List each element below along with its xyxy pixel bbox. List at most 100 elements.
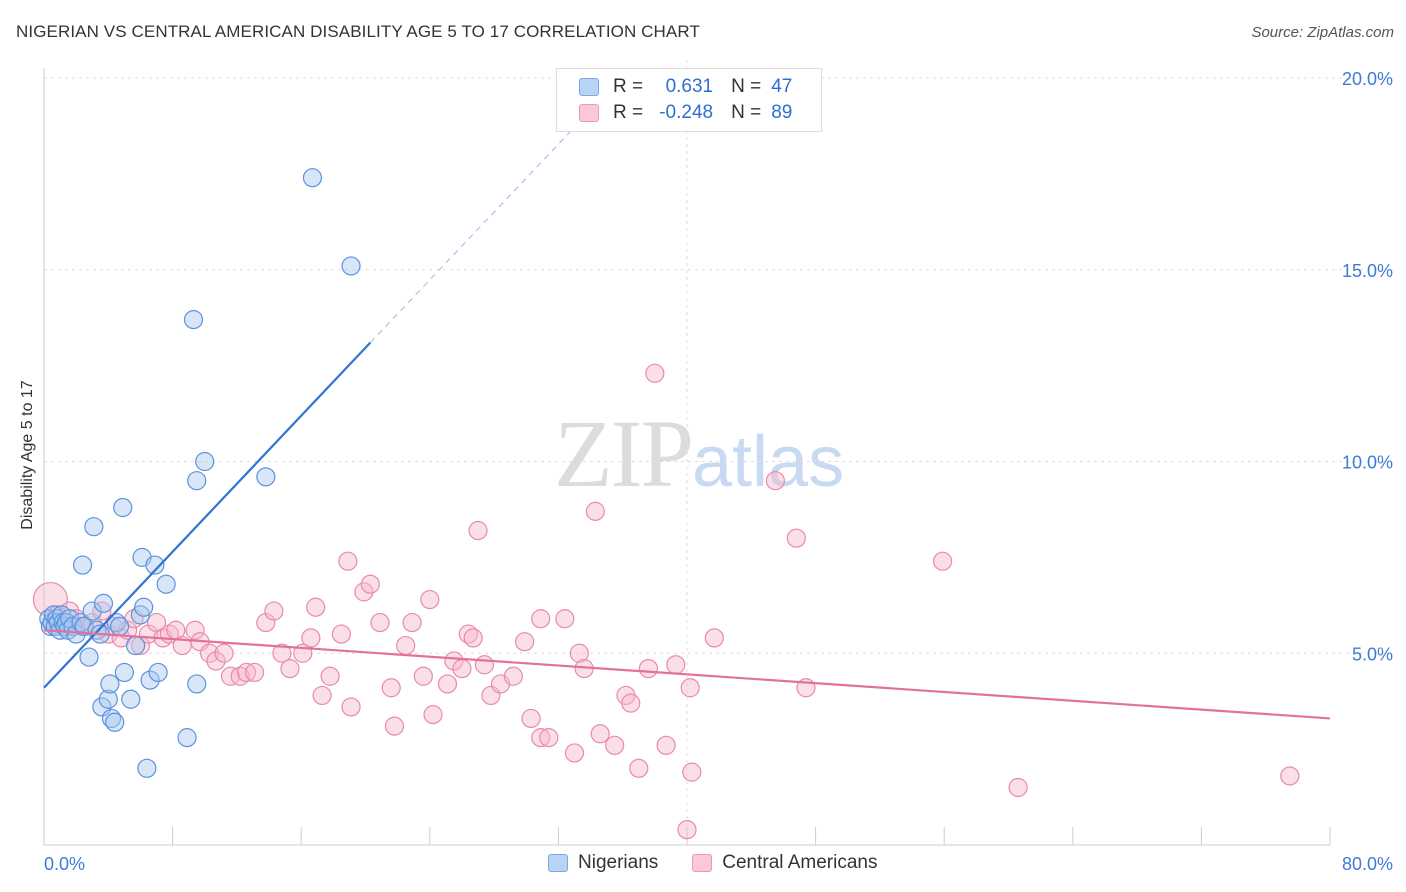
- central-americans-point: [244, 662, 265, 683]
- legend-label-nigerians: Nigerians: [578, 852, 659, 873]
- central-americans-point: [932, 551, 953, 571]
- nigerians-point: [93, 593, 114, 613]
- trend-lines: [43, 92, 1331, 720]
- central-americans-point: [206, 651, 226, 671]
- central-americans-point: [539, 728, 559, 748]
- chart-title: NIGERIAN VS CENTRAL AMERICAN DISABILITY …: [16, 22, 700, 41]
- central-americans-point: [220, 666, 241, 686]
- central-americans-point: [656, 735, 676, 755]
- central-americans-point: [396, 635, 416, 656]
- x-tick-label: 80.0%: [1342, 854, 1393, 874]
- central-americans-point: [92, 601, 112, 621]
- central-americans-swatch: [692, 854, 713, 872]
- legend-item-central-americans: Central Americans: [692, 852, 878, 874]
- axes: [43, 68, 1331, 846]
- r-label: R =: [613, 102, 644, 123]
- central-americans-trend-line: [43, 629, 1331, 720]
- nigerians-point: [148, 662, 168, 683]
- watermark-zip: ZIP: [554, 400, 694, 507]
- central-americans-point: [468, 520, 488, 541]
- central-americans-point: [515, 632, 535, 652]
- nigerians-point: [126, 635, 146, 656]
- r-value: 0.631: [665, 76, 714, 97]
- nigerians-point: [183, 310, 204, 330]
- central-americans-point: [185, 620, 205, 640]
- central-americans-point: [199, 643, 220, 663]
- central-americans-point: [437, 674, 458, 694]
- nigerians-point: [187, 674, 207, 694]
- nigerians-point: [109, 616, 130, 637]
- nigerians-point: [98, 689, 118, 709]
- central-americans-point: [704, 628, 724, 648]
- central-americans-point: [331, 624, 351, 644]
- nigerians-trend-line: [43, 341, 372, 689]
- correlation-legend: R = 0.631 N = 47 R = -0.248 N = 89: [556, 68, 822, 132]
- central-americans-point: [341, 697, 361, 717]
- n-value: 47: [771, 76, 793, 97]
- legend-label-central-americans: Central Americans: [722, 852, 878, 873]
- source-credit: Source: ZipAtlas.com: [1251, 24, 1394, 41]
- central-americans-points: [32, 363, 1300, 840]
- nigerians-point: [72, 555, 93, 575]
- nigerians-point: [105, 712, 125, 732]
- central-americans-point: [301, 628, 321, 648]
- central-americans-point: [423, 705, 443, 725]
- central-americans-point: [645, 363, 665, 383]
- central-americans-point: [677, 820, 697, 840]
- nigerians-point: [341, 256, 361, 276]
- central-americans-point: [272, 643, 292, 663]
- central-americans-point: [463, 628, 483, 648]
- nigerians-point: [187, 471, 207, 491]
- central-americans-point: [280, 658, 300, 679]
- tick-labels: 5.0% 10.0% 15.0% 20.0% 0.0% 80.0%: [44, 69, 1393, 874]
- nigerians-point: [100, 674, 120, 694]
- central-americans-point: [320, 666, 340, 686]
- central-americans-point: [306, 597, 326, 617]
- central-americans-point: [452, 658, 472, 679]
- central-americans-point: [629, 758, 649, 778]
- central-americans-point: [786, 528, 806, 548]
- nigerians-point: [121, 689, 141, 709]
- y-tick-label: 20.0%: [1342, 69, 1393, 89]
- central-americans-point: [214, 643, 234, 663]
- central-americans-point: [370, 612, 390, 633]
- nigerians-point: [84, 517, 104, 537]
- central-americans-point: [680, 678, 700, 698]
- central-americans-point: [420, 589, 440, 610]
- central-americans-point: [585, 501, 605, 521]
- central-americans-point: [312, 685, 332, 706]
- nigerians-swatch: [579, 78, 599, 96]
- nigerians-point: [195, 451, 215, 472]
- y-tick-label: 10.0%: [1342, 453, 1393, 473]
- y-tick-label: 15.0%: [1342, 261, 1393, 281]
- central-americans-point: [531, 728, 551, 748]
- central-americans-point: [621, 693, 641, 713]
- nigerians-point: [134, 597, 154, 617]
- central-americans-point: [474, 655, 495, 675]
- central-americans-point: [531, 609, 551, 629]
- central-americans-point: [503, 666, 523, 686]
- central-americans-point: [256, 612, 276, 633]
- nigerians-point: [302, 168, 323, 188]
- central-americans-point: [682, 762, 702, 782]
- n-value: 89: [771, 102, 793, 123]
- central-americans-point: [236, 662, 257, 683]
- central-americans-point: [360, 574, 380, 594]
- y-tick-label: 5.0%: [1352, 644, 1393, 664]
- nigerians-point: [79, 647, 99, 667]
- central-americans-point: [521, 708, 541, 729]
- central-americans-swatch: [579, 104, 599, 122]
- central-americans-point: [264, 601, 284, 621]
- legend-item-nigerians: Nigerians: [548, 852, 658, 874]
- nigerians-point: [256, 467, 276, 487]
- n-label: N =: [731, 76, 762, 97]
- legend-row-central-americans: R = -0.248 N = 89: [579, 101, 792, 125]
- nigerians-point: [74, 616, 94, 637]
- central-americans-point: [555, 609, 575, 629]
- nigerians-point: [113, 497, 133, 518]
- central-americans-point: [569, 643, 589, 663]
- series-legend: Nigerians Central Americans: [548, 852, 912, 874]
- legend-row-nigerians: R = 0.631 N = 47: [579, 75, 792, 99]
- central-americans-point: [384, 716, 405, 736]
